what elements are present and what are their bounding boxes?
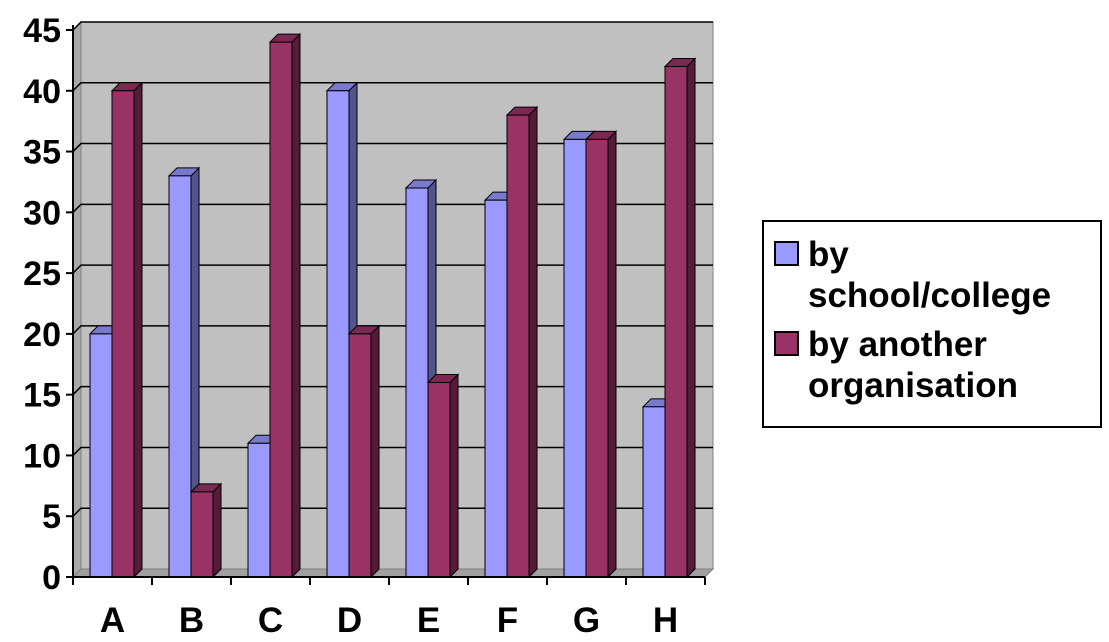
bar-side-face: [291, 32, 301, 579]
x-tick-label-f: F: [497, 601, 518, 637]
x-tick-label-c: C: [258, 601, 283, 637]
x-tick-label-e: E: [417, 601, 440, 637]
x-tick-label-h: H: [653, 601, 678, 637]
bar-side-face: [370, 324, 380, 579]
bar-another-organisation-f: [506, 114, 530, 578]
gridline: [72, 82, 713, 92]
plot-side-wall: [72, 20, 82, 579]
bar-school-college-b: [168, 175, 192, 578]
legend-swatch-series-1: [774, 241, 799, 266]
x-tick-label-d: D: [337, 601, 362, 637]
y-tick-label: 5: [42, 498, 61, 536]
gridline: [72, 21, 713, 31]
y-tick-label: 20: [23, 316, 61, 354]
bar-another-organisation-e: [427, 382, 451, 578]
bar-school-college-a: [89, 333, 113, 578]
bar-school-college-f: [484, 199, 508, 578]
plot-area: 0 5 10 15 20 25 30 35 40 45 A B C D E F G H: [23, 12, 715, 640]
bar-side-face: [212, 482, 222, 579]
bar-school-college-h: [642, 406, 666, 578]
bar-school-college-d: [326, 90, 350, 578]
bar-another-organisation-h: [664, 65, 688, 578]
legend-label-series-1: by school/college: [808, 235, 1052, 315]
x-tick-label-a: A: [100, 601, 125, 637]
bar-side-face: [528, 105, 538, 579]
y-tick-label: 40: [23, 73, 61, 111]
bar-another-organisation-c: [269, 41, 293, 578]
legend-item-series-1: by school/college: [774, 234, 1090, 316]
x-tick-label-b: B: [179, 601, 204, 637]
bar-side-face: [607, 130, 617, 579]
y-tick-label: 45: [23, 12, 61, 50]
bar-school-college-g: [563, 138, 587, 578]
bar-side-face: [449, 373, 459, 579]
legend-item-series-2: by another organisation: [774, 324, 1090, 406]
bar-side-face: [133, 81, 143, 579]
bar-another-organisation-a: [111, 90, 135, 578]
legend: by school/college by another organisatio…: [762, 220, 1102, 428]
bar-another-organisation-g: [585, 138, 609, 578]
bar-school-college-c: [247, 442, 271, 578]
y-tick-label: 35: [23, 134, 61, 172]
legend-swatch-series-2: [774, 331, 799, 356]
y-tick-label: 10: [23, 437, 61, 475]
bar-side-face: [686, 57, 696, 579]
legend-label-series-2: by another organisation: [808, 325, 1019, 405]
x-tick-label-g: G: [573, 601, 600, 637]
y-tick-label: 15: [23, 377, 61, 415]
y-tick-label: 30: [23, 194, 61, 232]
bar-another-organisation-d: [348, 333, 372, 578]
y-tick-label: 0: [42, 559, 61, 597]
bar-school-college-e: [405, 187, 429, 578]
y-tick-label: 25: [23, 255, 61, 293]
bar-another-organisation-b: [190, 491, 214, 578]
gridline: [72, 142, 713, 153]
